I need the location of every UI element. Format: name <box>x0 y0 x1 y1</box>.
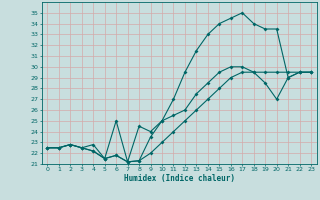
X-axis label: Humidex (Indice chaleur): Humidex (Indice chaleur) <box>124 174 235 183</box>
